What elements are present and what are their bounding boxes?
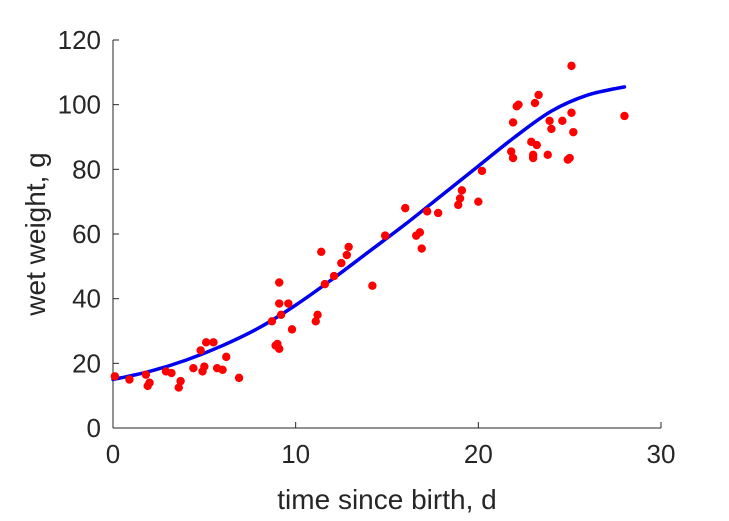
x-tick-label: 20 [464, 439, 493, 469]
points-layer [110, 61, 629, 392]
data-point [567, 108, 576, 117]
data-point [174, 383, 183, 392]
data-point [218, 365, 227, 374]
data-point [275, 299, 284, 308]
data-point [189, 363, 198, 373]
y-tick-label: 80 [72, 154, 101, 184]
data-point [110, 372, 120, 381]
data-point [275, 344, 284, 353]
data-point [528, 153, 538, 163]
data-point [508, 118, 518, 127]
data-point [417, 244, 426, 253]
data-point [201, 338, 211, 347]
data-point [380, 231, 390, 240]
data-point [455, 194, 465, 203]
y-tick-label: 40 [72, 284, 101, 314]
data-point [457, 186, 467, 195]
y-tick-label: 120 [58, 25, 101, 55]
data-point [176, 376, 185, 386]
data-point [344, 242, 353, 252]
x-tick-label: 0 [106, 439, 120, 469]
data-point [209, 338, 218, 347]
data-point [234, 373, 244, 383]
data-point [620, 111, 629, 121]
data-point [342, 250, 352, 260]
fit-line [111, 85, 627, 382]
data-point [267, 317, 277, 326]
data-point [532, 140, 541, 150]
data-point [454, 200, 463, 210]
data-point [567, 61, 576, 71]
y-tick-label: 20 [72, 348, 101, 378]
data-point [534, 90, 543, 100]
data-point [167, 368, 176, 378]
data-point [508, 153, 518, 163]
x-tick-label: 30 [647, 439, 676, 469]
data-point [141, 370, 151, 379]
data-point [530, 98, 540, 108]
y-tick-label: 0 [87, 413, 101, 443]
y-ticks: 0 20 40 60 80 100 120 [58, 25, 119, 443]
data-point [311, 317, 320, 326]
data-point [433, 208, 443, 218]
data-point [422, 207, 432, 216]
data-point [276, 310, 286, 320]
y-tick-label: 100 [58, 90, 101, 120]
data-point [284, 299, 293, 308]
data-point [514, 100, 523, 109]
data-point [401, 203, 410, 213]
data-point [558, 116, 567, 126]
x-tick-label: 10 [281, 439, 310, 469]
data-point [317, 247, 326, 256]
data-point [543, 150, 552, 159]
data-point [545, 116, 554, 126]
data-point [337, 258, 346, 268]
data-point [477, 166, 487, 176]
data-point [145, 378, 154, 387]
data-point [565, 153, 574, 163]
data-point [287, 325, 297, 334]
data-point [320, 279, 330, 289]
y-tick-label: 60 [72, 219, 101, 249]
data-point [200, 362, 209, 371]
data-point [196, 346, 205, 355]
data-point [222, 352, 231, 362]
data-point [474, 197, 483, 206]
fit-layer [111, 85, 627, 382]
data-point [313, 310, 322, 320]
data-point [547, 124, 556, 134]
data-point [275, 278, 284, 287]
data-point [415, 228, 425, 237]
data-point [329, 271, 339, 281]
data-point [569, 127, 578, 137]
y-axis-label: wet weight, g [20, 152, 51, 316]
x-axis-label: time since birth, d [277, 484, 496, 515]
data-point [368, 281, 377, 290]
data-point [507, 147, 516, 156]
data-point [125, 375, 134, 384]
x-ticks: 0 10 20 30 [106, 422, 676, 469]
